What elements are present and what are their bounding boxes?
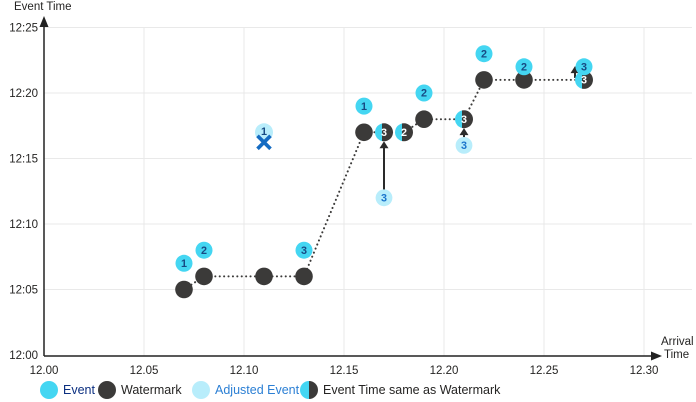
y-tick-label: 12:15 (9, 154, 38, 166)
legend-item-half: Event Time same as Watermark (300, 380, 500, 400)
event-marker (295, 241, 313, 259)
y-tick-label: 12:20 (9, 88, 38, 100)
dropped-x-icon (256, 134, 272, 151)
y-tick-label: 12:25 (9, 23, 38, 35)
x-axis-title-line1: Arrival (661, 336, 694, 348)
same-as-watermark-marker (375, 123, 393, 142)
same-as-watermark-label: 3 (581, 75, 587, 87)
x-tick-label: 12.10 (230, 365, 259, 377)
same-as-watermark-label: 3 (461, 114, 467, 126)
watermark-marker (255, 267, 273, 286)
adjusted-event-label: 3 (381, 193, 387, 205)
legend-label: Event Time same as Watermark (323, 383, 501, 397)
same-as-watermark-label: 2 (401, 127, 407, 139)
legend-item-adjusted: Adjusted Event (192, 380, 299, 400)
adjust-arrow-head-icon (459, 128, 469, 136)
x-tick-label: 12.20 (430, 365, 459, 377)
watermark-swatch-icon (98, 381, 116, 399)
x-axis-title-line2: Time (664, 348, 690, 361)
event-marker-label: 1 (181, 258, 187, 270)
x-tick-label: 12.15 (330, 365, 359, 377)
event-marker-label: 2 (421, 88, 427, 100)
event-marker (355, 97, 373, 115)
event-marker (515, 58, 533, 76)
event-marker-label: 2 (201, 245, 207, 257)
watermark-marker (515, 71, 533, 89)
event-swatch-icon (40, 381, 58, 399)
event-marker (195, 241, 213, 259)
y-tick-label: 12:05 (9, 285, 38, 297)
same-as-watermark-marker (455, 110, 473, 129)
event-marker (475, 45, 493, 63)
y-tick-label: 12:00 (9, 350, 38, 362)
watermark-marker (295, 267, 313, 286)
x-tick-label: 12.25 (530, 365, 559, 377)
x-tick-label: 12.30 (630, 365, 659, 377)
event-marker (175, 254, 193, 272)
x-tick-label: 12.00 (30, 365, 59, 377)
event-marker-label: 3 (301, 245, 307, 257)
y-tick-label: 12:10 (9, 219, 38, 231)
adjusted-swatch-icon (192, 381, 210, 399)
same-as-watermark-marker (395, 123, 413, 142)
watermark-marker (195, 267, 213, 286)
dropped-event-label: 1 (261, 126, 267, 138)
watermark-marker (355, 123, 373, 142)
half-swatch-icon (300, 381, 318, 399)
event-marker-label: 2 (521, 62, 527, 74)
same-as-watermark-marker (575, 70, 593, 89)
watermark-marker (475, 71, 493, 89)
y-axis-arrow-icon (39, 16, 49, 27)
legend: Event Watermark Adjusted Event Event Time s… (0, 380, 696, 401)
adjusted-event-label: 3 (461, 140, 467, 152)
watermark-marker (415, 110, 433, 128)
event-marker-label: 3 (581, 62, 587, 74)
adjusted-event-marker (375, 189, 393, 207)
legend-item-watermark: Watermark (98, 380, 182, 400)
adjusted-event-marker (455, 137, 473, 154)
event-marker-label: 1 (361, 101, 367, 113)
adjust-arrow-head-icon (379, 141, 389, 149)
x-axis-title: Arrival Time (661, 336, 694, 361)
event-marker (575, 58, 593, 76)
x-tick-label: 12.05 (130, 365, 159, 377)
legend-label: Adjusted Event (215, 383, 300, 397)
legend-item-event: Event (40, 380, 95, 400)
event-marker (415, 84, 433, 102)
watermark-marker (175, 280, 193, 299)
legend-label: Event (63, 383, 95, 397)
y-axis-title: Event Time (14, 1, 72, 13)
legend-label: Watermark (121, 383, 182, 397)
same-as-watermark-label: 3 (381, 127, 387, 139)
x-axis-arrow-icon (651, 351, 662, 361)
event-marker-label: 2 (481, 48, 487, 60)
